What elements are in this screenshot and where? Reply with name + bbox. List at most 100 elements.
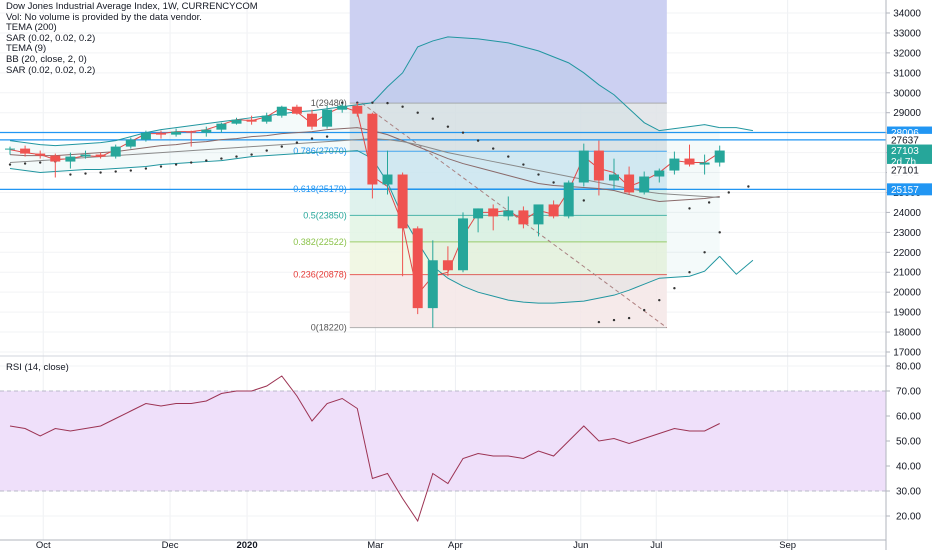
time-tick-label: Oct xyxy=(36,540,51,550)
candle-body xyxy=(231,119,242,124)
sar-dot xyxy=(582,199,585,202)
candle-body xyxy=(322,109,333,127)
candle-body xyxy=(518,210,529,225)
candle-body xyxy=(367,113,378,185)
bb-upper-extension xyxy=(719,127,754,132)
sar-dot xyxy=(727,191,730,194)
price-tag-label: 25157 xyxy=(891,185,919,196)
price-tick-label: 24000 xyxy=(893,208,921,219)
sar-dot xyxy=(416,111,419,114)
bollinger-bands xyxy=(9,36,754,304)
rsi-tick-label: 30.00 xyxy=(896,487,921,498)
candle-body xyxy=(246,119,257,122)
sar-dot xyxy=(492,147,495,150)
sar-dot xyxy=(235,155,238,158)
price-tick-label: 34000 xyxy=(893,9,921,20)
candle-body xyxy=(593,150,604,181)
price-tag-label: 27637 xyxy=(891,135,919,146)
rsi-tick-label: 60.00 xyxy=(896,412,921,423)
fib-trend-line xyxy=(361,102,668,329)
candle-body xyxy=(699,162,710,165)
candle-body xyxy=(140,132,151,140)
candle-body xyxy=(80,154,91,157)
bb-middle-line xyxy=(9,127,720,202)
candle-body xyxy=(714,150,725,163)
sar-dot xyxy=(597,320,601,324)
rsi-line xyxy=(9,375,720,523)
sar-dot xyxy=(159,165,163,168)
sar-dot xyxy=(174,163,178,166)
sar-dot xyxy=(401,105,404,108)
fib-zone xyxy=(349,274,667,328)
sar-dot xyxy=(627,316,631,320)
sar-dot xyxy=(446,125,450,128)
time-tick-label: Jun xyxy=(573,540,588,550)
time-tick-label: Apr xyxy=(448,540,463,550)
chart-title: Dow Jones Industrial Average Index, 1W, … xyxy=(6,1,258,12)
candle-body xyxy=(186,131,197,133)
candle-body xyxy=(171,131,182,135)
fib-level-label: 1(29480) xyxy=(311,98,347,108)
candle-body xyxy=(5,148,15,150)
sar-dot xyxy=(220,157,223,160)
candle-body xyxy=(35,153,46,156)
candle-body xyxy=(669,158,680,171)
indicator-sar-1: SAR (0.02, 0.02, 0.2) xyxy=(6,32,96,44)
candle-body xyxy=(337,105,348,110)
candle-body xyxy=(20,148,31,154)
sar-dot xyxy=(250,153,253,156)
candle-body xyxy=(65,156,76,162)
time-tick-label: Dec xyxy=(162,540,179,550)
sar-dot xyxy=(461,131,465,134)
sar-dot xyxy=(476,139,480,142)
fib-level-label: 0.5(23850) xyxy=(303,210,347,220)
sar-dot xyxy=(718,231,721,234)
sar-dot xyxy=(99,171,102,174)
time-tick-label: Sep xyxy=(779,540,796,550)
sar-dot xyxy=(325,135,329,138)
price-tick-label: 33000 xyxy=(893,28,921,39)
candle-body xyxy=(654,170,665,177)
indicator-tema-200: TEMA (200) xyxy=(6,22,57,34)
fib-level-label: 0.382(22522) xyxy=(293,237,347,247)
candle-body xyxy=(397,174,408,229)
candle-body xyxy=(563,182,574,217)
candle-body xyxy=(442,260,453,271)
sar-dot xyxy=(747,185,750,188)
candle-body xyxy=(427,260,438,309)
price-tag-label: 27103 xyxy=(891,146,919,157)
sar-dot xyxy=(205,159,208,162)
sar-dot xyxy=(507,155,510,158)
price-tick-label: 31000 xyxy=(893,68,921,79)
fibonacci-retracement: 1(29480)0.786(27070)0.618(25179)0.5(2385… xyxy=(293,98,668,333)
price-tick-label: 17000 xyxy=(893,348,921,359)
indicator-tema-9: TEMA (9) xyxy=(6,43,47,55)
candle-body xyxy=(276,106,287,116)
sar-dot xyxy=(144,167,148,170)
chart-legend: Dow Jones Industrial Average Index, 1W, … xyxy=(6,1,258,76)
time-tick-label: Jul xyxy=(650,540,662,550)
sar-dot xyxy=(265,149,268,152)
time-tick-label: Mar xyxy=(367,540,383,550)
sar-dot xyxy=(23,162,27,165)
sar-dot xyxy=(114,170,117,173)
sar-dot xyxy=(431,117,434,120)
fib-level-label: 0.236(20878) xyxy=(293,270,347,280)
sar-dot xyxy=(707,201,711,204)
sar-dot xyxy=(658,298,661,302)
sar-dot xyxy=(552,181,555,184)
price-tick-label: 21000 xyxy=(893,268,921,279)
indicator-bollinger-bands: BB (20, close, 2, 0) xyxy=(6,53,87,65)
rsi-tick-label: 40.00 xyxy=(896,462,921,473)
price-tick-label: 22000 xyxy=(893,248,921,259)
rsi-tick-label: 20.00 xyxy=(896,512,921,523)
price-tag-box xyxy=(887,126,932,139)
sar-dot xyxy=(522,163,525,166)
fib-zone xyxy=(349,103,667,152)
price-tag-box xyxy=(887,183,932,196)
candle-body xyxy=(50,155,61,162)
tema-200-line xyxy=(9,138,720,198)
candle-body xyxy=(639,176,650,193)
